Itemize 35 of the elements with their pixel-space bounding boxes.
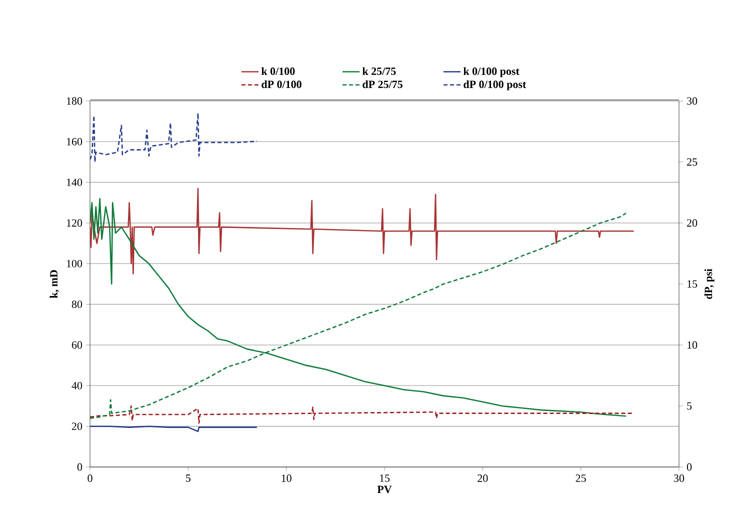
y-tick-label: 100	[66, 260, 82, 268]
y-tick-label: 0	[77, 463, 82, 471]
y2-tick-label: 0	[686, 463, 692, 471]
legend-label: dP 0/100 post	[464, 80, 526, 90]
y2-tick-label: 15	[688, 280, 698, 288]
y-tick-label: 180	[66, 97, 82, 105]
y2-tick-label: 10	[688, 341, 698, 349]
x-tick-label: 25	[576, 474, 586, 482]
legend-label: k 0/100 post	[463, 67, 520, 78]
x-tick-label: 20	[478, 474, 488, 482]
legend-label: k 25/75	[362, 67, 396, 75]
y2-axis-title: dP, psi	[704, 268, 714, 299]
legend-label: dP 0/100	[262, 80, 302, 88]
legend-label: dP 25/75	[362, 80, 402, 88]
x-tick-label: 0	[88, 474, 92, 482]
legend-label: k 0/100	[261, 67, 295, 75]
x-axis-title: PV	[377, 486, 392, 494]
y-tick-label: 140	[66, 178, 82, 186]
line-series	[90, 405, 634, 424]
y2-tick-label: 20	[687, 219, 698, 227]
line-series	[90, 188, 634, 274]
y-tick-label: 120	[66, 219, 82, 227]
x-tick-label: 15	[380, 474, 390, 482]
y-tick-label: 80	[72, 300, 82, 308]
x-tick-label: 30	[674, 474, 684, 482]
y2-tick-label: 25	[687, 158, 698, 166]
y2-tick-label: 5	[687, 402, 692, 410]
x-tick-label: 5	[186, 474, 190, 482]
y-tick-label: 40	[72, 382, 82, 390]
y-axis-title: k, mD	[50, 270, 60, 298]
y-tick-label: 60	[72, 341, 82, 349]
y-tick-label: 20	[72, 422, 82, 430]
x-tick-label: 10	[282, 474, 292, 482]
y-tick-label: 160	[66, 138, 82, 146]
y2-tick-label: 30	[687, 97, 698, 105]
